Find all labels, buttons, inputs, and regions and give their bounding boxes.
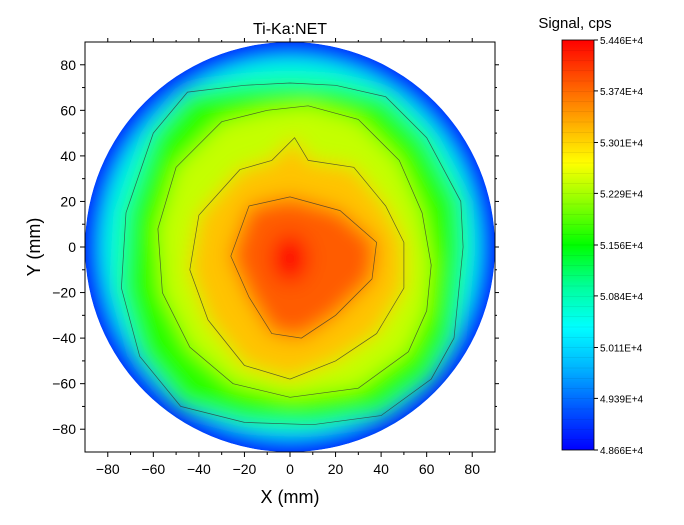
colorbar-tick-label: 5.229E+4 (600, 189, 644, 200)
y-tick-label: 20 (60, 193, 76, 209)
contour-line-3 (189, 137, 405, 380)
colorbar-tick-label: 4.939E+4 (600, 394, 644, 405)
colorbar: 5.446E+4 5.374E+4 5.301E+4 5.229E+4 5.156E+4… (561, 36, 644, 457)
x-tick-label: −60 (141, 461, 165, 477)
x-tick-label: 60 (419, 461, 435, 477)
colorbar-tick-label: 5.156E+4 (600, 241, 644, 252)
contour-line-2 (157, 105, 432, 398)
x-tick-label: −40 (187, 461, 211, 477)
colorbar-tick-label: 5.301E+4 (600, 139, 644, 150)
colorbar-tick-label: 5.374E+4 (600, 87, 644, 98)
contour-line-4 (230, 196, 377, 339)
colorbar-tick-label: 5.084E+4 (600, 292, 644, 303)
y-tick-label: 60 (60, 102, 76, 118)
y-tick-label: −20 (52, 285, 76, 301)
y-tick-label: 0 (68, 239, 76, 255)
y-tick-label: 80 (60, 57, 76, 73)
y-tick-label: −80 (52, 421, 76, 437)
chart-title: Ti-Ka:NET (253, 21, 327, 38)
colorbar-tick-label: 5.011E+4 (600, 344, 643, 355)
y-tick-label: −60 (52, 376, 76, 392)
x-tick-label: −80 (96, 461, 120, 477)
contour-line-1 (121, 82, 464, 426)
colorbar-title: Signal, cps (538, 15, 611, 32)
x-tick-label: 20 (328, 461, 344, 477)
x-axis: −80 −60 −40 −20 0 20 40 60 80 (96, 38, 480, 477)
y-axis-title: Y (mm) (24, 218, 44, 277)
colorbar-tick-label: 4.866E+4 (600, 446, 644, 457)
y-tick-label: −40 (52, 330, 76, 346)
y-axis: −80 −60 −40 −20 0 20 40 60 80 (52, 57, 499, 437)
colorbar-gradient (561, 39, 595, 451)
x-tick-label: 40 (373, 461, 389, 477)
x-tick-label: 0 (286, 461, 294, 477)
plot-area (84, 41, 496, 453)
colorbar-tick-label: 5.446E+4 (600, 36, 644, 47)
x-tick-label: 80 (464, 461, 480, 477)
x-axis-title: X (mm) (261, 487, 320, 507)
y-tick-label: 40 (60, 148, 76, 164)
x-tick-label: −20 (233, 461, 257, 477)
